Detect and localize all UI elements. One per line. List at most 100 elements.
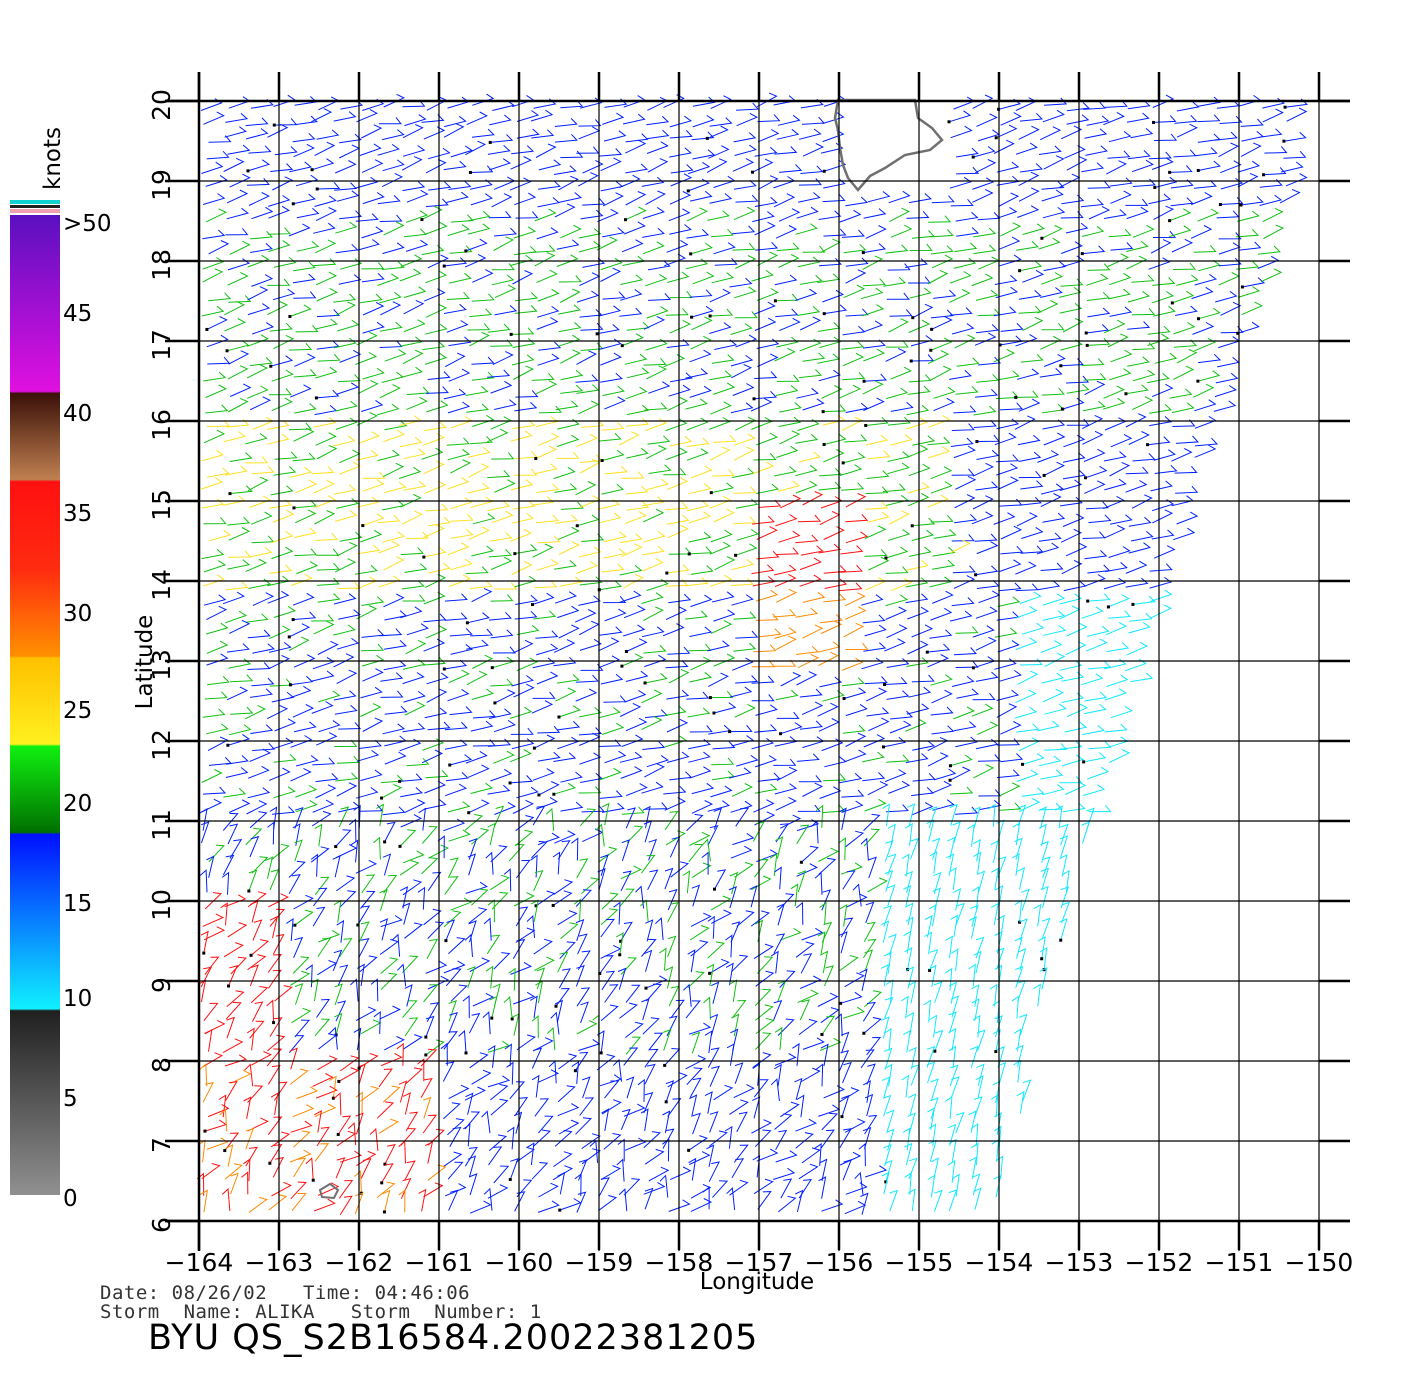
wind-barb xyxy=(491,510,514,524)
wind-barb xyxy=(619,590,642,603)
wind-barb xyxy=(838,837,846,861)
wind-barb xyxy=(823,773,847,782)
wind-barb xyxy=(933,397,955,412)
wind-barb xyxy=(864,525,887,539)
wind-barb xyxy=(663,468,687,476)
wind-barb xyxy=(626,783,648,797)
wind-barb xyxy=(800,953,813,974)
wind-barb xyxy=(316,389,340,399)
wind-barb xyxy=(795,480,818,494)
wind-barb xyxy=(405,210,429,223)
wind-barb xyxy=(427,371,451,380)
wind-barb xyxy=(707,125,729,139)
wind-barb xyxy=(537,353,560,366)
wind-barb xyxy=(780,672,802,687)
wind-barb xyxy=(421,244,445,256)
wind-barb xyxy=(248,145,272,154)
wind-barb xyxy=(929,949,939,971)
wind-barb xyxy=(1110,349,1133,363)
wind-barb xyxy=(711,757,735,766)
wind-barb xyxy=(575,374,599,383)
wind-barb xyxy=(928,215,952,223)
wind-barb xyxy=(335,400,358,412)
wind-barb xyxy=(1065,222,1089,234)
wind-barb xyxy=(1219,115,1243,124)
wind-barb xyxy=(701,838,711,862)
wind-barb xyxy=(929,1014,938,1038)
wind-barb xyxy=(625,485,649,495)
wind-barb xyxy=(467,210,491,222)
wind-barb xyxy=(334,983,343,1006)
wind-barb xyxy=(713,434,737,443)
rain-flag-marker xyxy=(380,796,384,800)
wind-barb xyxy=(795,1132,814,1149)
wind-barb xyxy=(534,463,558,475)
wind-barb xyxy=(1012,822,1021,846)
wind-barb xyxy=(1102,397,1126,410)
wind-barb xyxy=(229,452,253,462)
wind-barb xyxy=(1128,542,1152,554)
rain-flag-marker xyxy=(595,332,599,336)
wind-barb xyxy=(889,1189,899,1212)
wind-barb xyxy=(1062,452,1086,463)
wind-barb xyxy=(402,879,423,896)
wind-barb xyxy=(462,1123,471,1147)
wind-barb xyxy=(226,207,250,220)
wind-barb xyxy=(710,785,733,798)
wind-barb xyxy=(1085,501,1109,510)
wind-barb xyxy=(267,301,289,316)
wind-barb xyxy=(224,301,246,316)
wind-barb xyxy=(840,991,863,1004)
wind-barb xyxy=(248,578,272,589)
wind-barb xyxy=(795,1189,804,1213)
wind-barb xyxy=(318,720,341,733)
wind-barb xyxy=(842,372,866,381)
wind-barb xyxy=(289,304,312,317)
wind-barb xyxy=(221,1188,231,1212)
wind-barb xyxy=(402,145,426,157)
wind-barb xyxy=(399,268,422,282)
wind-barb xyxy=(514,192,537,206)
wind-barb xyxy=(361,124,383,139)
wind-barb xyxy=(648,464,672,474)
wind-barb xyxy=(774,1063,782,1087)
wind-barb xyxy=(795,607,819,618)
wind-barb xyxy=(377,514,401,524)
wind-barb xyxy=(641,496,665,507)
wind-barb xyxy=(228,658,252,669)
wind-barb xyxy=(532,691,556,699)
wind-barb xyxy=(355,787,379,799)
wind-barb xyxy=(692,115,715,128)
wind-barb xyxy=(514,450,538,460)
wind-barb xyxy=(930,337,953,351)
wind-barb xyxy=(798,128,822,140)
wind-barb xyxy=(956,357,980,367)
wind-barb xyxy=(288,223,311,237)
wind-barb xyxy=(488,708,512,719)
wind-barb xyxy=(948,867,957,890)
rain-flag-marker xyxy=(928,968,932,972)
wind-barb xyxy=(881,1016,890,1039)
wind-barb xyxy=(1082,245,1106,255)
wind-barb xyxy=(1042,688,1064,703)
wind-barb xyxy=(575,918,585,941)
wind-barb xyxy=(780,1101,800,1118)
wind-barb xyxy=(536,643,559,656)
wind-barb xyxy=(643,606,664,622)
wind-barb xyxy=(834,1013,843,1037)
wind-barb xyxy=(425,1039,445,1056)
wind-barb xyxy=(490,380,513,394)
wind-barb xyxy=(927,350,950,365)
wind-barb xyxy=(643,949,653,972)
rain-flag-marker xyxy=(464,1051,468,1055)
wind-barb xyxy=(906,444,929,458)
wind-barb xyxy=(665,660,689,669)
wind-barb xyxy=(290,675,314,686)
wind-barb xyxy=(224,465,248,476)
wind-barb xyxy=(251,1001,264,1022)
wind-barb xyxy=(537,180,561,190)
wind-barb xyxy=(977,754,1001,762)
wind-barb xyxy=(487,899,495,923)
wind-barb xyxy=(266,433,290,445)
wind-barb xyxy=(953,721,977,732)
